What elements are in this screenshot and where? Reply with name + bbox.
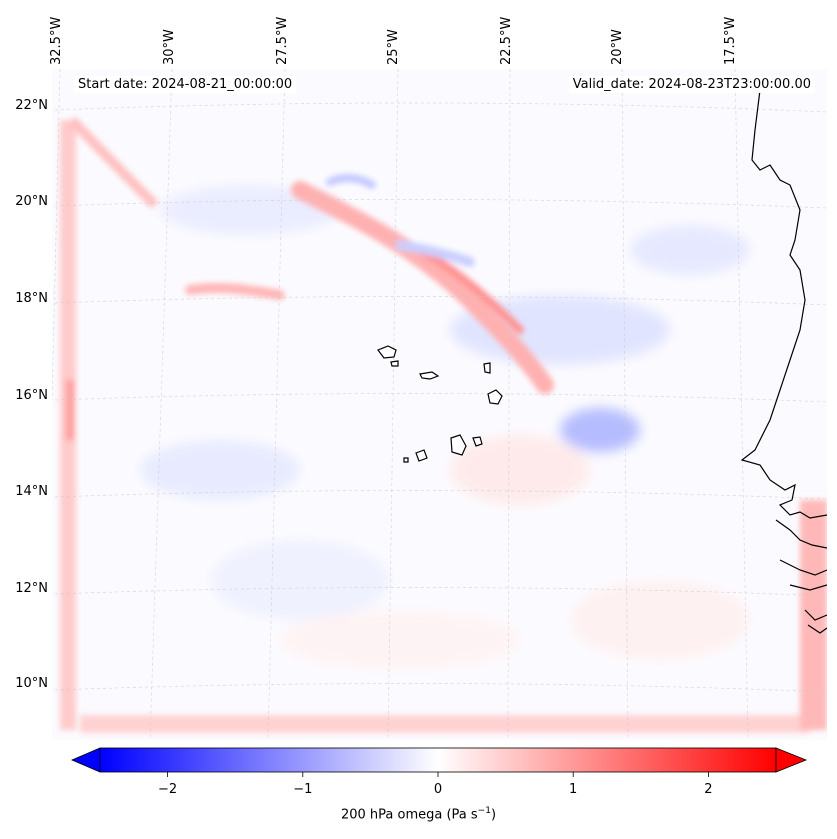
lat-label-10n: 10°N [15,676,48,691]
lon-label-32-5w: 32.5°W [49,16,64,65]
colorbar-ticks [167,772,709,777]
lat-label-12n: 12°N [15,581,48,596]
colorbar-title: 200 hPa omega (Pa s−1) [0,806,837,822]
cape-verde-islands [377,345,503,463]
colorbar-title-main: 200 hPa omega (Pa s [340,807,478,823]
colorbar-tick-label: −1 [293,782,313,797]
lon-label-20w: 20°W [610,29,625,65]
colorbar [70,747,808,777]
lat-label-16n: 16°N [15,388,48,403]
colorbar-extend-low [70,747,101,773]
colorbar-tick-label: 0 [433,782,443,797]
lat-label-18n: 18°N [15,291,48,306]
lon-label-30w: 30°W [162,29,177,65]
colorbar-title-exponent: −1 [477,806,491,816]
colorbar-extend-high [775,747,808,773]
colorbar-title-close: ) [490,807,497,823]
colorbar-tick-label: 2 [704,782,713,797]
valid-date-label: Valid_date: 2024-08-23T23:00:00.00 [568,76,815,93]
omega-field [52,69,827,740]
lat-label-20n: 20°N [15,194,48,209]
colorbar-tick-label: −2 [158,782,178,797]
lat-label-22n: 22°N [15,98,48,113]
lon-label-25w: 25°W [386,29,401,65]
lat-label-14n: 14°N [15,484,48,499]
gridlines [52,69,827,740]
colorbar-body [99,747,777,773]
coastline [740,89,827,634]
lon-label-22-5w: 22.5°W [499,16,514,65]
lon-label-27-5w: 27.5°W [275,16,290,65]
start-date-label: Start date: 2024-08-21_00:00:00 [74,76,297,93]
lon-label-17-5w: 17.5°W [723,16,738,65]
colorbar-tick-label: 1 [569,782,578,797]
